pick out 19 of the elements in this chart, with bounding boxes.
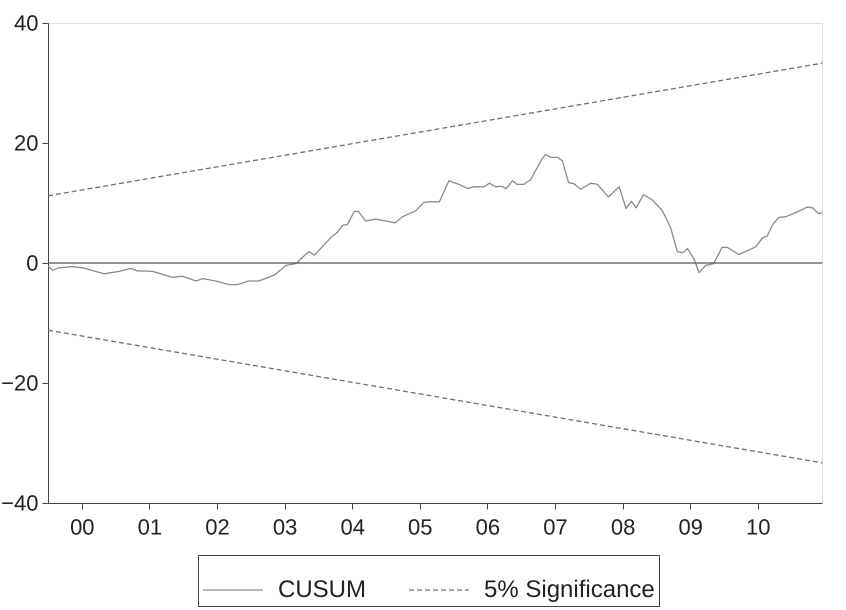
x-tick-label: 09 bbox=[678, 514, 703, 540]
y-tick-label: 0 bbox=[26, 250, 38, 276]
y-tick-label: 40 bbox=[14, 10, 38, 36]
x-tick-label: 10 bbox=[746, 514, 771, 540]
line-series bbox=[48, 154, 822, 286]
x-tick-label: 06 bbox=[476, 514, 500, 540]
x-tick-label: 05 bbox=[408, 514, 433, 540]
legend-label: 5% Significance bbox=[484, 576, 655, 603]
x-tick-label: 08 bbox=[610, 514, 636, 540]
y-tick-label: 20 bbox=[14, 130, 38, 156]
y-tick-label: −20 bbox=[1, 370, 38, 396]
y-tick-label: −40 bbox=[1, 490, 38, 516]
x-tick-label: 00 bbox=[70, 514, 95, 540]
x-tick-label: 04 bbox=[340, 514, 365, 540]
x-tick-label: 03 bbox=[272, 514, 298, 540]
x-tick-label: 02 bbox=[205, 514, 230, 540]
x-tick-label: 01 bbox=[138, 514, 162, 540]
legend-label: CUSUM bbox=[278, 576, 366, 603]
x-tick-label: 07 bbox=[543, 514, 568, 540]
